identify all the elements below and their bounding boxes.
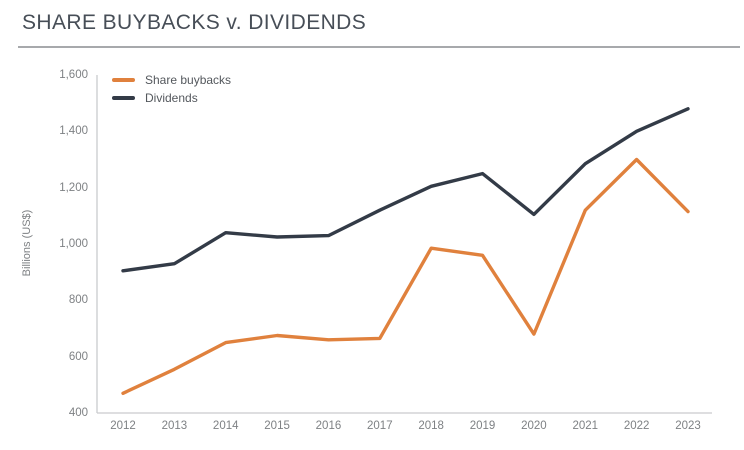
- y-tick-label: 1,400: [59, 125, 88, 138]
- x-tick-label: 2018: [418, 420, 444, 432]
- x-tick-label: 2021: [572, 420, 599, 432]
- buybacks-line: [121, 157, 690, 395]
- x-tick-label: 2014: [212, 420, 239, 432]
- y-tick-label: 600: [68, 350, 88, 363]
- x-tick-label: 2023: [675, 420, 701, 432]
- x-tick-label: 2017: [367, 420, 393, 432]
- dividends-line-swatch: [112, 96, 135, 100]
- page-title: SHARE BUYBACKS v. DIVIDENDS: [22, 11, 367, 34]
- x-tick-label: 2012: [110, 420, 136, 432]
- y-tick-label: 800: [68, 294, 88, 307]
- x-tick-label: 2022: [623, 420, 650, 432]
- title-divider: [18, 46, 740, 48]
- legend-label-share-buybacks: Share buybacks: [145, 73, 232, 87]
- legend-label-dividends: Dividends: [145, 91, 198, 105]
- x-tick-label: 2013: [161, 420, 188, 432]
- y-tick-label: 400: [68, 407, 88, 419]
- legend: Share buybacks Dividends: [112, 71, 231, 107]
- dividends-line: [121, 107, 690, 273]
- legend-item-dividends: Dividends: [112, 89, 231, 107]
- x-tick-label: 2019: [469, 420, 496, 432]
- y-tick-label: 1,200: [59, 181, 88, 194]
- x-tick-label: 2016: [315, 420, 342, 432]
- y-tick-label: 1,000: [59, 238, 88, 250]
- buybacks-line-swatch: [112, 78, 135, 82]
- legend-item-share-buybacks: Share buybacks: [112, 71, 231, 89]
- x-tick-label: 2020: [521, 420, 547, 432]
- y-tick-label: 1,600: [59, 69, 88, 81]
- x-tick-label: 2015: [264, 420, 290, 432]
